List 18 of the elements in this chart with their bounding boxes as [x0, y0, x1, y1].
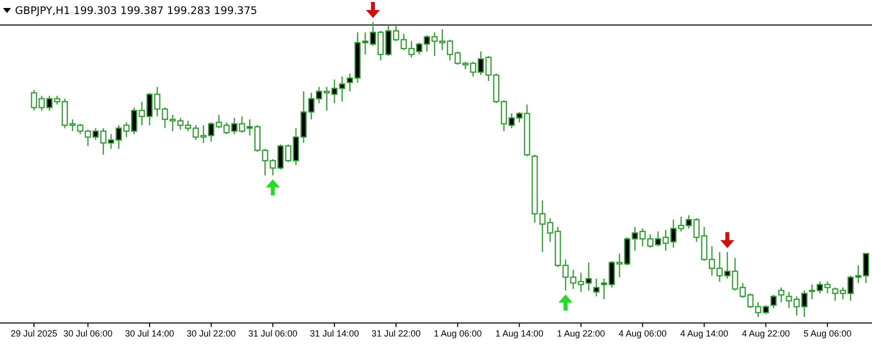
x-tick-label: 30 Jul 14:00 [125, 328, 174, 338]
x-tick-label: 30 Jul 06:00 [63, 328, 112, 338]
x-tick-label: 4 Aug 22:00 [742, 328, 790, 338]
x-tick-label: 5 Aug 06:00 [803, 328, 852, 338]
x-tick-label: 1 Aug 22:00 [556, 328, 605, 338]
candlestick [778, 286, 784, 303]
x-tick-label: 31 Jul 22:00 [372, 328, 421, 338]
x-tick-label: 4 Aug 14:00 [680, 328, 728, 338]
x-tick-label: 4 Aug 06:00 [618, 328, 667, 338]
x-tick-label: 30 Jul 22:00 [186, 328, 236, 338]
chart-title: GBPJPY,H1 199.303 199.387 199.283 199.375 [15, 5, 258, 17]
x-tick-label: 29 Jul 2025 [10, 328, 58, 338]
x-tick-label: 1 Aug 06:00 [434, 328, 482, 338]
x-tick-label: 1 Aug 14:00 [495, 328, 544, 338]
x-tick-label: 31 Jul 06:00 [248, 328, 298, 338]
candlestick [593, 278, 600, 297]
candlestick [770, 294, 777, 309]
x-tick-label: 31 Jul 14:00 [310, 328, 359, 338]
